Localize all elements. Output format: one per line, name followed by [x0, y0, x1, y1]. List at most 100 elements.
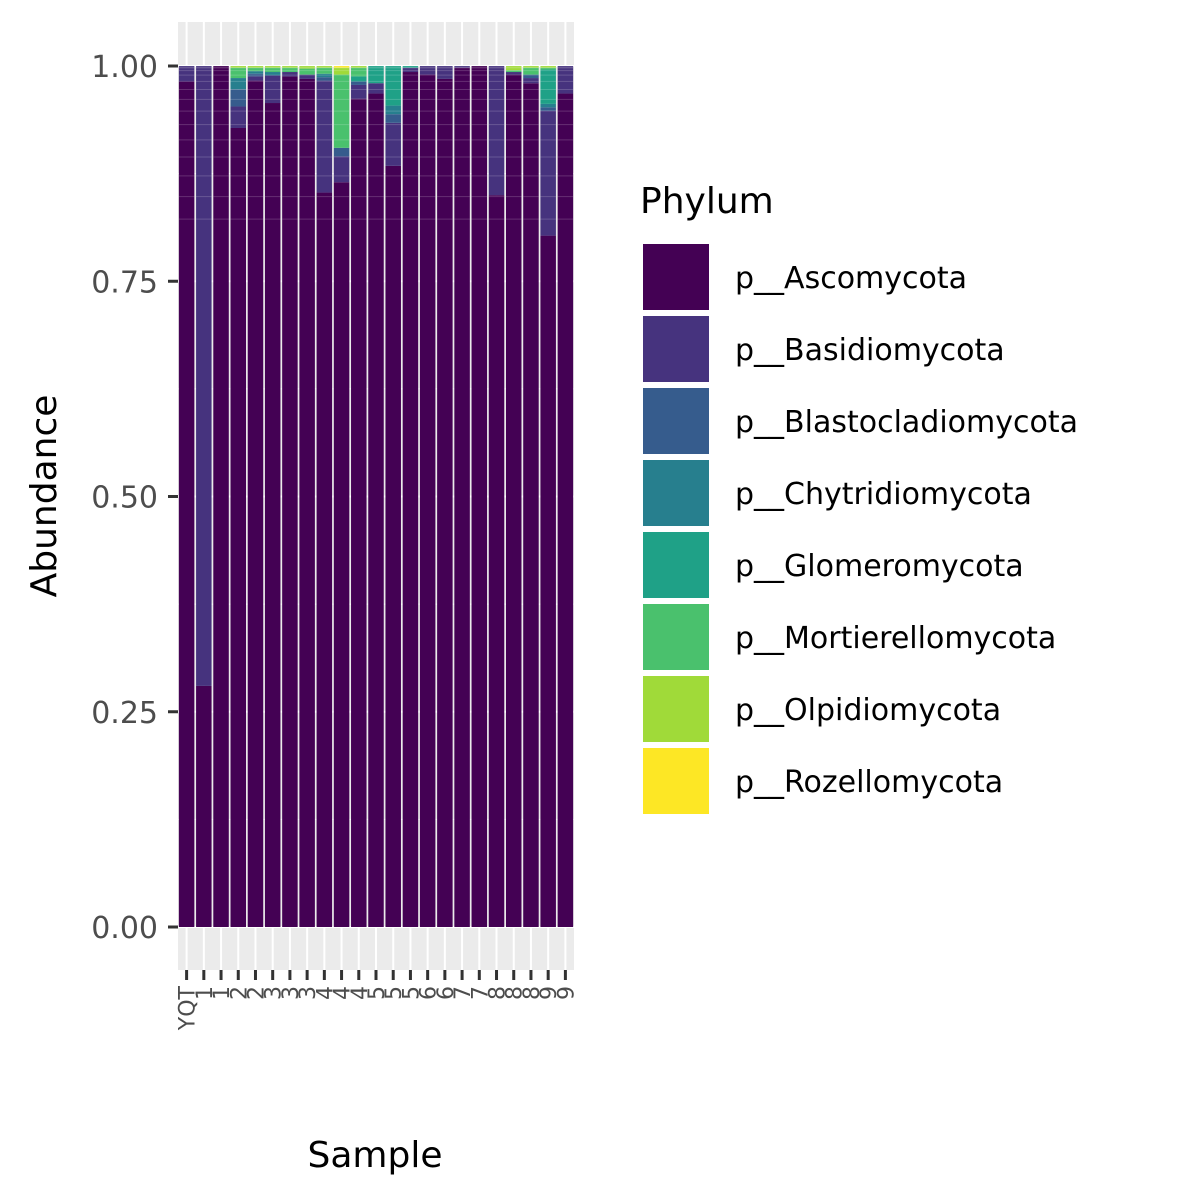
x-tick-label: 8	[503, 986, 528, 1000]
bar-segment	[368, 93, 384, 927]
bar-segment	[454, 67, 470, 928]
bar-segment	[540, 110, 556, 236]
bar-segment	[316, 67, 333, 74]
x-tick-label: 4	[348, 986, 373, 1000]
bar-segment	[488, 66, 505, 196]
bar-segment	[247, 73, 264, 77]
bar-segment	[230, 106, 247, 128]
y-tick-label: 0.50	[91, 481, 158, 516]
bar-segment	[230, 78, 247, 90]
bar-segment	[505, 74, 522, 928]
bar-segment	[333, 74, 350, 148]
bar-segment	[264, 67, 281, 73]
x-tick-label: 7	[451, 986, 476, 1000]
bar-segment	[264, 75, 281, 104]
bar-stack	[299, 66, 315, 928]
bar-stack	[505, 66, 522, 928]
bar-segment	[230, 127, 247, 927]
bar-segment	[523, 83, 539, 928]
y-axis: 0.00 0.25 0.50 0.75 1.00	[91, 50, 178, 946]
bar-segment	[213, 66, 229, 927]
legend-key	[641, 602, 711, 672]
legend-label: p__Chytridiomycota	[735, 477, 1032, 512]
bar-segment	[316, 66, 333, 68]
bar-segment	[557, 93, 574, 927]
bar-segment	[540, 103, 556, 108]
y-tick-label: 1.00	[91, 50, 158, 85]
bar-segment	[505, 66, 522, 71]
bar-segment	[351, 66, 367, 68]
bar-segment	[299, 68, 315, 75]
bar-stack	[488, 66, 505, 927]
y-tick-label: 0.00	[91, 911, 158, 946]
bar-segment	[247, 80, 264, 927]
legend-label: p__Blastocladiomycota	[735, 405, 1078, 440]
x-tick-label: 4	[331, 986, 356, 1000]
bar-segment	[523, 67, 539, 75]
bar-stack	[540, 66, 556, 927]
bar-segment	[523, 78, 539, 84]
bar-segment	[402, 66, 419, 68]
y-tick-label: 0.25	[91, 696, 158, 731]
bar-segment	[299, 74, 315, 79]
bar-segment	[230, 89, 247, 107]
bar-segment	[385, 122, 401, 166]
y-tick-label: 0.75	[91, 265, 158, 300]
x-tick-label: 9	[537, 986, 562, 1000]
legend-label: p__Basidiomycota	[735, 333, 1005, 368]
bar-stacks	[178, 66, 574, 928]
legend-label: p__Rozellomycota	[735, 765, 1003, 800]
legend-key	[641, 530, 711, 600]
bar-segment	[247, 71, 264, 74]
x-axis-title: Sample	[308, 1135, 443, 1176]
bar-segment	[264, 103, 281, 927]
bar-segment	[523, 74, 539, 79]
bar-stack	[264, 66, 281, 927]
bar-stack	[385, 66, 401, 928]
y-axis-title: Abundance	[24, 395, 65, 598]
x-tick-label: 6	[434, 986, 459, 1000]
bar-segment	[230, 66, 247, 68]
bar-segment	[488, 195, 505, 927]
bar-segment	[419, 66, 436, 75]
legend-label: p__Olpidiomycota	[735, 693, 1001, 728]
bar-segment	[247, 76, 264, 81]
legend-label: p__Ascomycota	[735, 261, 967, 296]
bar-stack	[333, 66, 350, 928]
bar-segment	[385, 66, 401, 106]
bar-segment	[523, 66, 539, 68]
bar-segment	[230, 67, 247, 79]
bar-stack	[419, 66, 436, 928]
bar-segment	[368, 66, 384, 84]
bar-stack	[454, 66, 470, 928]
x-tick-label: 5	[382, 986, 407, 1000]
bar-stack	[230, 66, 247, 927]
bar-segment	[540, 66, 556, 68]
bar-stack	[368, 66, 384, 927]
x-tick-label: 5	[365, 986, 390, 1000]
bar-stack	[557, 66, 574, 927]
legend: p__Ascomycota p__Basidiomycota p__Blastocl…	[641, 242, 1078, 816]
bar-segment	[540, 235, 556, 927]
bar-stack	[351, 66, 367, 927]
bar-segment	[351, 81, 367, 85]
bar-segment	[385, 114, 401, 123]
bar-segment	[437, 66, 453, 79]
bar-stack	[282, 66, 298, 927]
x-tick-label: 1	[210, 986, 235, 1000]
bar-segment	[471, 66, 488, 927]
bar-segment	[333, 66, 350, 68]
x-tick-label: 3	[279, 986, 304, 1000]
bar-segment	[264, 72, 281, 76]
x-tick-label: 4	[313, 986, 338, 1000]
x-tick-label: 2	[244, 986, 269, 1000]
x-tick-label: 9	[554, 986, 579, 1000]
bar-segment	[333, 67, 350, 75]
x-tick-label: 3	[262, 986, 287, 1000]
x-tick-label: 8	[520, 986, 545, 1000]
bar-segment	[247, 67, 264, 72]
x-tick-label: YQT	[176, 985, 201, 1031]
bar-segment	[351, 98, 367, 927]
bar-segment	[505, 70, 522, 73]
